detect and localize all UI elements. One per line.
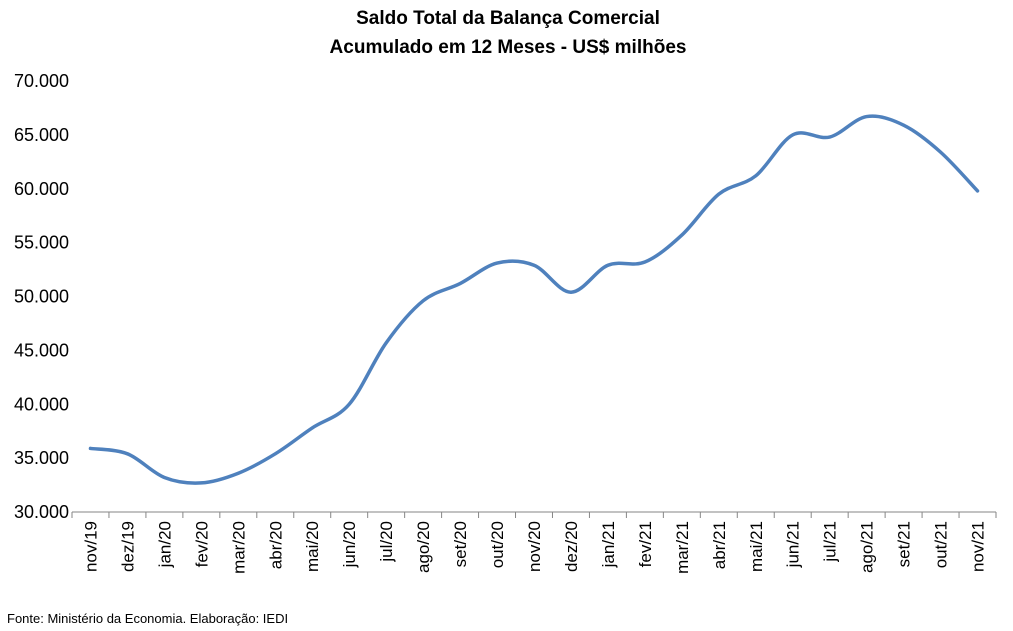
x-tick-label: mar/21 [673,521,692,574]
x-tick-label: nov/20 [525,521,544,572]
data-point [791,133,795,137]
y-tick-label: 35.000 [14,448,69,468]
y-tick-label: 30.000 [14,502,69,522]
data-point [532,263,536,267]
y-tick-label: 60.000 [14,179,69,199]
data-point [606,263,610,267]
x-axis [71,511,997,518]
data-point [495,261,499,265]
chart-subtitle: Acumulado em 12 Meses - US$ milhões [330,37,687,58]
data-point [88,446,92,450]
data-point [717,192,721,196]
x-tick-label: dez/19 [118,521,137,572]
data-point [458,282,462,286]
series-line [88,114,980,485]
data-point [939,150,943,154]
x-tick-label: jun/21 [784,521,803,568]
x-tick-label: abr/20 [266,521,285,569]
data-point [199,481,203,485]
data-point [976,189,980,193]
source-note: Fonte: Ministério da Economia. Elaboraçã… [7,611,289,626]
y-tick-label: 55.000 [14,233,69,253]
x-tick-label: fev/21 [636,521,655,567]
y-tick-label: 40.000 [14,394,69,414]
y-tick-label: 50.000 [14,287,69,307]
data-point [421,299,425,303]
y-axis-tick-labels: 30.000 35.000 40.000 45.000 50.000 55.000 60.0… [14,71,69,522]
chart-title: Saldo Total da Balança Comercial [356,8,660,29]
x-tick-label: jan/20 [155,521,174,568]
x-tick-label: jul/21 [821,521,840,563]
data-point [347,402,351,406]
data-point [162,476,166,480]
x-tick-label: set/21 [895,521,914,567]
data-point [236,471,240,475]
data-point [680,233,684,237]
line-chart: Saldo Total da Balança Comercial Acumula… [14,8,997,574]
y-tick-label: 45.000 [14,340,69,360]
x-tick-label: mai/21 [747,521,766,572]
x-tick-label: mar/20 [229,521,248,574]
x-tick-label: out/21 [932,521,951,568]
x-tick-label: set/20 [451,521,470,567]
data-point [828,135,832,139]
y-tick-label: 70.000 [14,71,69,91]
x-tick-label: abr/21 [710,521,729,569]
x-tick-label: ago/21 [858,521,877,573]
x-tick-label: dez/20 [562,521,581,572]
data-point [569,290,573,294]
x-tick-label: out/20 [488,521,507,568]
x-tick-label: jul/20 [377,521,396,563]
x-axis-tick-labels: nov/19 dez/19 jan/20 fev/20 mar/20 abr/20 mai/… [81,521,987,574]
data-point [865,115,869,119]
x-tick-label: nov/19 [81,521,100,572]
x-tick-label: nov/21 [969,521,988,572]
data-point [902,123,906,127]
x-tick-label: fev/20 [192,521,211,567]
data-point [643,260,647,264]
data-point [384,341,388,345]
series-layer [88,114,980,485]
data-point [125,452,129,456]
x-tick-label: jun/20 [340,521,359,568]
x-tick-label: ago/20 [414,521,433,573]
y-tick-label: 65.000 [14,125,69,145]
data-point [310,426,314,430]
data-point [273,452,277,456]
data-point [754,174,758,178]
x-tick-label: jan/21 [599,521,618,568]
x-tick-label: mai/20 [303,521,322,572]
